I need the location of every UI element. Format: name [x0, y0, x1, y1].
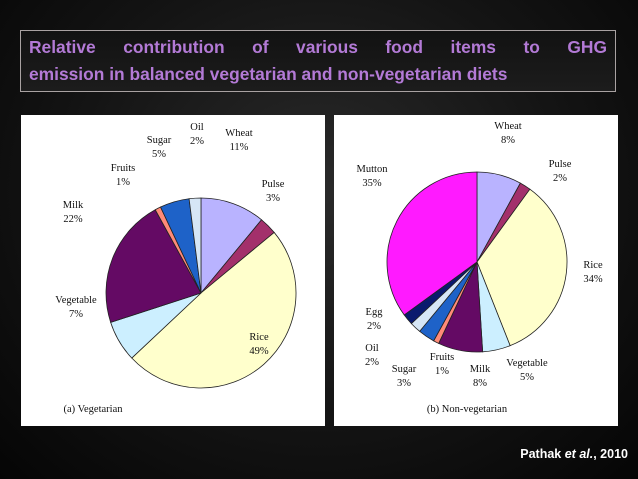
veg-value-sugar: 5% [152, 149, 166, 160]
veg-label-wheat: Wheat [225, 128, 252, 139]
nonveg-value-sugar: 3% [397, 378, 411, 389]
non-vegetarian-pie-chart: Wheat 8% Pulse 2% Rice 34% Vegetable 5% Milk 8% Fr… [357, 121, 603, 415]
veg-label-sugar: Sugar [147, 135, 172, 146]
citation-etal: et al. [564, 447, 594, 461]
veg-value-wheat: 11% [230, 142, 249, 153]
veg-label-milk: Milk [63, 200, 84, 211]
title-line-1: Relative contribution of various food it… [29, 37, 607, 57]
nonveg-label-mutton: Mutton [357, 164, 389, 175]
nonveg-slice-mutton [386, 171, 478, 316]
nonveg-caption: (b) Non-vegetarian [427, 404, 508, 415]
veg-label-oil: Oil [190, 122, 204, 133]
veg-value-oil: 2% [190, 136, 204, 147]
veg-value-fruits: 1% [116, 177, 130, 188]
nonveg-label-vegetable: Vegetable [506, 358, 548, 369]
veg-label-rice: Rice [249, 332, 269, 343]
nonveg-label-pulse: Pulse [549, 159, 572, 170]
veg-caption: (a) Vegetarian [64, 404, 124, 415]
nonveg-value-oil: 2% [365, 357, 379, 368]
nonveg-label-milk: Milk [470, 364, 491, 375]
nonveg-label-rice: Rice [583, 260, 603, 271]
veg-slice-oil [188, 197, 202, 294]
nonveg-value-wheat: 8% [501, 135, 515, 146]
veg-value-pulse: 3% [266, 193, 280, 204]
nonveg-value-rice: 34% [583, 274, 603, 285]
nonveg-value-pulse: 2% [553, 173, 567, 184]
veg-value-vegetable: 7% [69, 309, 83, 320]
nonveg-label-fruits: Fruits [430, 352, 455, 363]
veg-label-vegetable: Vegetable [55, 295, 97, 306]
nonveg-value-mutton: 35% [362, 178, 382, 189]
title-line-2: emission in balanced vegetarian and non-… [29, 64, 508, 84]
nonveg-value-fruits: 1% [435, 366, 449, 377]
nonveg-label-egg: Egg [366, 307, 384, 318]
nonveg-label-oil: Oil [365, 343, 379, 354]
non-vegetarian-pie-panel: Wheat 8% Pulse 2% Rice 34% Vegetable 5% Milk 8% Fr… [334, 115, 618, 426]
citation: Pathak et al., 2010 [520, 447, 628, 461]
nonveg-label-wheat: Wheat [494, 121, 521, 132]
nonveg-label-sugar: Sugar [392, 364, 417, 375]
vegetarian-pie-panel: Wheat 11% Pulse 3% Rice 49% Vegetable 7% Milk 22%… [21, 115, 325, 426]
veg-slice-milk [105, 209, 202, 323]
veg-value-rice: 49% [249, 346, 269, 357]
nonveg-value-egg: 2% [367, 321, 381, 332]
citation-author: Pathak [520, 447, 562, 461]
nonveg-slice-rice [476, 188, 568, 347]
veg-slice-rice [131, 231, 297, 389]
citation-year: , 2010 [593, 447, 628, 461]
veg-label-pulse: Pulse [262, 179, 285, 190]
veg-label-fruits: Fruits [111, 163, 136, 174]
nonveg-value-milk: 8% [473, 378, 487, 389]
nonveg-value-vegetable: 5% [520, 372, 534, 383]
veg-value-milk: 22% [63, 214, 83, 225]
vegetarian-pie-chart: Wheat 11% Pulse 3% Rice 49% Vegetable 7% Milk 22%… [55, 122, 297, 415]
veg-slice-wheat [200, 197, 263, 295]
slide-title: Relative contribution of various food it… [20, 30, 616, 92]
